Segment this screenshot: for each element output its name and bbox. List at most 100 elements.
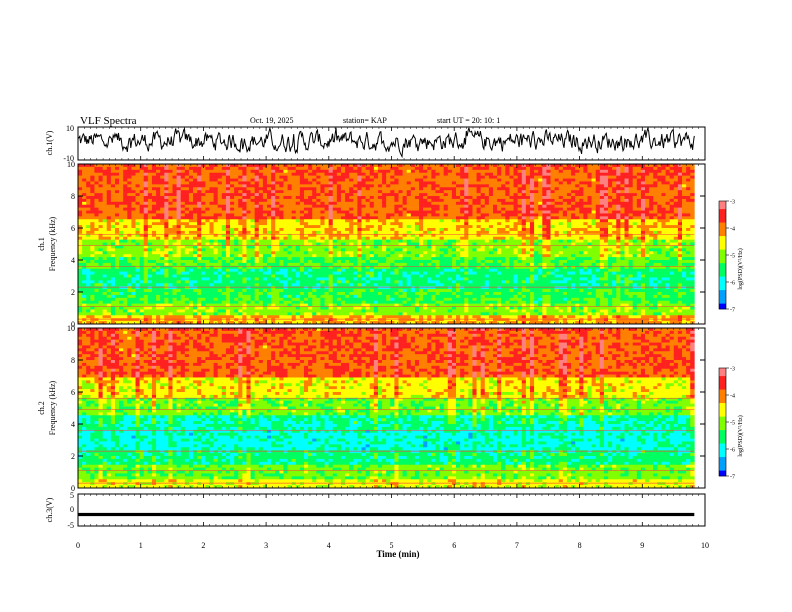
spectrogram-cell (238, 193, 242, 196)
spectrogram-cell (320, 228, 324, 231)
spectrogram-cell (152, 190, 156, 193)
spectrogram-cell (296, 237, 300, 240)
spectrogram-cell (308, 237, 312, 240)
spectrogram-cell (168, 237, 172, 240)
spectrogram-cell (407, 286, 411, 289)
spectrogram-cell (185, 295, 189, 298)
spectrogram-cell (362, 205, 366, 208)
spectrogram-cell (431, 202, 435, 205)
spectrogram-cell (230, 301, 234, 304)
spectrogram-cell (140, 202, 144, 205)
spectrogram-cell (431, 295, 435, 298)
spectrogram-cell (115, 202, 119, 205)
spectrogram-cell (312, 222, 316, 225)
spectrogram-cell (234, 199, 238, 202)
spectrogram-cell (99, 248, 103, 251)
spectrogram-cell (173, 240, 177, 243)
spectrogram-cell (181, 283, 185, 286)
spectrogram-cell (99, 193, 103, 196)
spectrogram-cell (86, 176, 90, 179)
spectrogram-cell (107, 187, 111, 190)
spectrogram-cell (325, 202, 329, 205)
spectrogram-cell (148, 298, 152, 301)
spectrogram-cell (374, 292, 378, 295)
spectrogram-cell (136, 231, 140, 234)
spectrogram-cell (394, 254, 398, 257)
spectrogram-cell (197, 176, 201, 179)
spectrogram-cell (123, 240, 127, 243)
spectrogram-cell (374, 193, 378, 196)
spectrogram-cell (345, 208, 349, 211)
spectrogram-cell (337, 298, 341, 301)
spectrogram-cell (234, 263, 238, 266)
spectrogram-cell (193, 193, 197, 196)
spectrogram-cell (292, 301, 296, 304)
spectrogram-cell (386, 176, 390, 179)
spectrogram-cell (259, 228, 263, 231)
spectrogram-cell (230, 318, 234, 321)
spectrogram-cell (259, 309, 263, 312)
spectrogram-cell (444, 318, 448, 321)
spectrogram-cell (201, 237, 205, 240)
spectrogram-cell (386, 272, 390, 275)
spectrogram-cell (189, 196, 193, 199)
spectrogram-cell (325, 301, 329, 304)
spectrogram-cell (99, 301, 103, 304)
spectrogram-cell (259, 295, 263, 298)
spectrogram-cell (362, 228, 366, 231)
spectrogram-cell (111, 295, 115, 298)
spectrogram-cell (136, 272, 140, 275)
spectrogram-cell (444, 167, 448, 170)
spectrogram-cell (209, 295, 213, 298)
spectrogram-cell (423, 179, 427, 182)
spectrogram-cell (238, 219, 242, 222)
spectrogram-cell (238, 318, 242, 321)
spectrogram-cell (156, 301, 160, 304)
spectrogram-cell (238, 260, 242, 263)
spectrogram-cell (296, 277, 300, 280)
spectrogram-cell (312, 309, 316, 312)
spectrogram-cell (283, 202, 287, 205)
spectrogram-cell (353, 298, 357, 301)
spectrogram-cell (316, 257, 320, 260)
spectrogram-cell (333, 196, 337, 199)
spectrogram-cell (419, 167, 423, 170)
spectrogram-cell (107, 199, 111, 202)
spectrogram-cell (160, 301, 164, 304)
spectrogram-cell (415, 315, 419, 318)
spectrogram-cell (181, 202, 185, 205)
spectrogram-cell (292, 167, 296, 170)
spectrogram-cell (267, 277, 271, 280)
spectrogram-cell (345, 318, 349, 321)
spectrogram-cell (111, 309, 115, 312)
spectrogram-cell (440, 307, 444, 310)
spectrogram-cell (403, 208, 407, 211)
spectrogram-cell (316, 254, 320, 257)
spectrogram-cell (349, 292, 353, 295)
spectrogram-cell (131, 280, 135, 283)
spectrogram-cell (205, 254, 209, 257)
spectrogram-cell (214, 318, 218, 321)
spectrogram-cell (263, 213, 267, 216)
spectrogram-cell (115, 208, 119, 211)
spectrogram-cell (440, 222, 444, 225)
spectrogram-cell (218, 179, 222, 182)
spectrogram-cell (341, 211, 345, 214)
spectrogram-cell (411, 231, 415, 234)
spectrogram-cell (386, 295, 390, 298)
spectrogram-cell (214, 315, 218, 318)
spectrogram-cell (279, 269, 283, 272)
spectrogram-cell (238, 263, 242, 266)
spectrogram-cell (320, 240, 324, 243)
spectrogram-cell (136, 237, 140, 240)
spectrogram-cell (230, 202, 234, 205)
spectrogram-cell (407, 251, 411, 254)
spectrogram-cell (127, 315, 131, 318)
spectrogram-cell (296, 283, 300, 286)
spectrogram-cell (209, 277, 213, 280)
spectrogram-cell (403, 199, 407, 202)
spectrogram-cell (119, 277, 123, 280)
spectrogram-cell (320, 184, 324, 187)
spectrogram-cell (181, 240, 185, 243)
spectrogram-cell (189, 208, 193, 211)
